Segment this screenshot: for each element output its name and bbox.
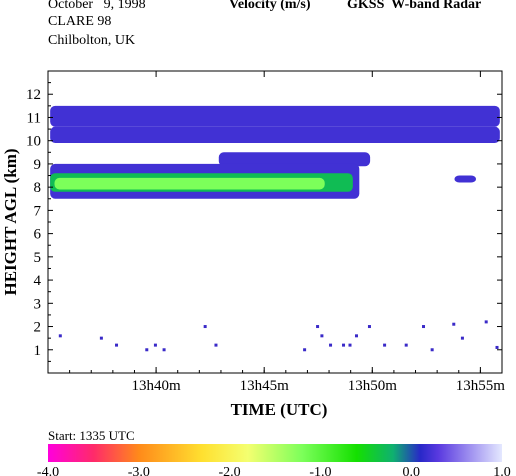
speckle-13 bbox=[348, 343, 352, 347]
speckle-19 bbox=[452, 322, 456, 326]
y-tick-label-9: 9 bbox=[34, 157, 42, 173]
header-campaign: CLARE 98 bbox=[48, 14, 112, 29]
speckle-2 bbox=[99, 336, 103, 340]
speckle-11 bbox=[329, 343, 333, 347]
speckle-14 bbox=[367, 325, 371, 329]
start-label: Start: 1335 UTC bbox=[48, 428, 135, 443]
y-tick-label-7: 7 bbox=[34, 203, 42, 219]
velocity-region-7 bbox=[454, 175, 477, 183]
speckle-24 bbox=[354, 334, 358, 338]
y-tick-label-5: 5 bbox=[34, 250, 42, 266]
velocity-region-2 bbox=[50, 126, 500, 144]
y-tick-label-8: 8 bbox=[34, 180, 42, 196]
velocity-field bbox=[50, 105, 500, 199]
y-tick-label-6: 6 bbox=[34, 227, 42, 243]
colorbar-tick-label-1.0: 1.0 bbox=[493, 465, 511, 476]
colorbar-tick-label--1.0: -1.0 bbox=[309, 465, 331, 476]
speckle-16 bbox=[404, 343, 408, 347]
header-instrument: GKSS W-band Radar bbox=[347, 0, 482, 12]
speckle-12 bbox=[342, 343, 346, 347]
speckle-3 bbox=[115, 343, 119, 347]
speckle-5 bbox=[153, 343, 157, 347]
x-tick-label-13h50m: 13h50m bbox=[348, 378, 398, 394]
speckle-6 bbox=[162, 348, 166, 352]
y-tick-label-12: 12 bbox=[26, 87, 41, 103]
speckle-7 bbox=[203, 325, 207, 329]
header-date: October 9, 1998 bbox=[48, 0, 146, 12]
x-tick-label-13h40m: 13h40m bbox=[132, 378, 182, 394]
y-tick-label-4: 4 bbox=[34, 273, 42, 289]
x-axis: 13h40m 13h45m 13h50m 13h55m bbox=[69, 71, 506, 394]
speckle-8 bbox=[214, 343, 218, 347]
speckle-4 bbox=[145, 348, 149, 352]
speckle-15 bbox=[383, 343, 387, 347]
speckle-22 bbox=[495, 345, 499, 349]
colorbar-ticks: -4.0 -3.0 -2.0 -1.0 0.0 1.0 bbox=[37, 465, 511, 476]
colorbar-tick-label--3.0: -3.0 bbox=[128, 465, 150, 476]
header-product: Velocity (m/s) bbox=[229, 0, 311, 12]
y-tick-label-11: 11 bbox=[27, 110, 41, 126]
speckle-20 bbox=[460, 336, 464, 340]
speckle-23 bbox=[303, 348, 307, 352]
colorbar-tick-label--4.0: -4.0 bbox=[37, 465, 59, 476]
velocity-speckles bbox=[58, 320, 499, 352]
velocity-region-6 bbox=[54, 177, 325, 190]
colorbar-tick-label--2.0: -2.0 bbox=[219, 465, 241, 476]
y-axis-label: HEIGHT AGL (km) bbox=[1, 148, 20, 295]
speckle-17 bbox=[422, 325, 426, 329]
speckle-21 bbox=[484, 320, 488, 324]
y-tick-label-2: 2 bbox=[34, 320, 42, 336]
y-tick-label-10: 10 bbox=[26, 134, 41, 150]
colorbar bbox=[48, 444, 502, 462]
x-tick-label-13h55m: 13h55m bbox=[456, 378, 506, 394]
speckle-18 bbox=[430, 348, 434, 352]
speckle-1 bbox=[58, 334, 62, 338]
y-tick-label-1: 1 bbox=[34, 343, 42, 359]
x-tick-label-13h45m: 13h45m bbox=[240, 378, 290, 394]
velocity-region-1 bbox=[50, 105, 500, 127]
x-axis-label: TIME (UTC) bbox=[231, 400, 328, 419]
header-site: Chilbolton, UK bbox=[48, 33, 136, 48]
speckle-10 bbox=[320, 334, 324, 338]
velocity-region-3 bbox=[218, 152, 371, 167]
y-tick-label-3: 3 bbox=[34, 296, 42, 312]
colorbar-tick-label-0.0: 0.0 bbox=[402, 465, 420, 476]
speckle-9 bbox=[316, 325, 320, 329]
